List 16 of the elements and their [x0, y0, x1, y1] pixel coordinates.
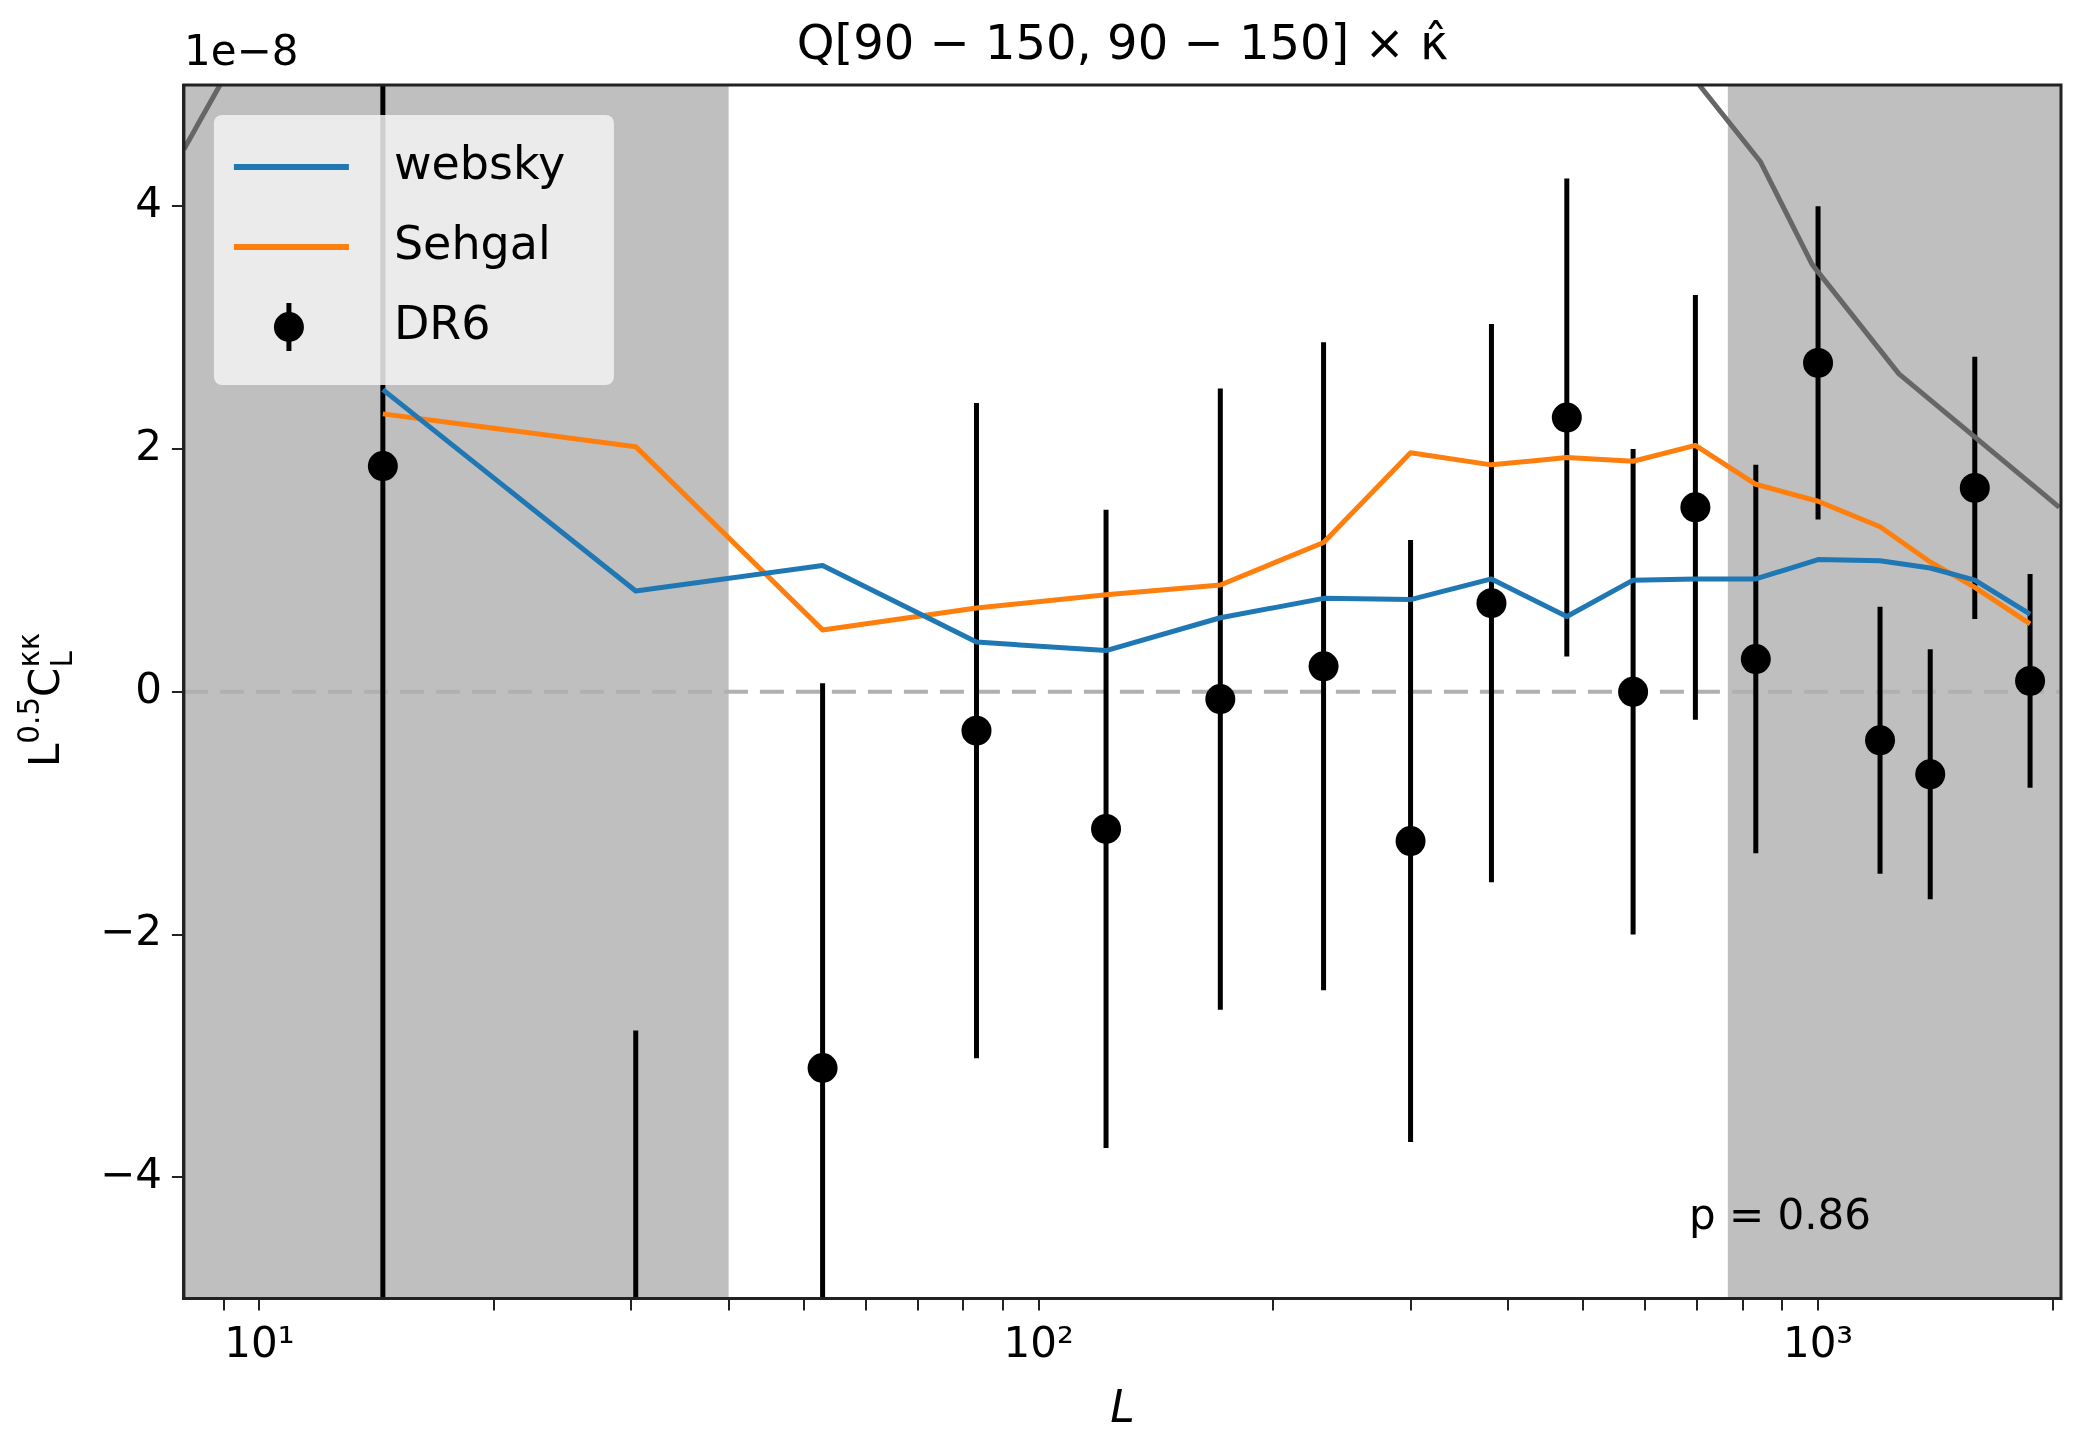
x-tick-label: 10¹ [224, 1317, 295, 1367]
text: 1e−8 [183, 25, 299, 75]
x-axis-title: L [1110, 1381, 1135, 1433]
y-tick-label: 2 [135, 420, 162, 470]
y-tick-label: −2 [99, 906, 162, 956]
x-tick-label: 10³ [1782, 1317, 1854, 1367]
y-tick-label: 0 [135, 663, 162, 713]
x-tick-label: 10² [1003, 1317, 1074, 1367]
legend-label: Sehgal [393, 215, 551, 270]
y-axis-title: L0.5CLκκ [11, 632, 80, 768]
legend-label: websky [393, 135, 566, 190]
legend-label: DR6 [393, 295, 491, 350]
annotation: p = 0.86 [1688, 1189, 1871, 1239]
y-tick-label: −4 [99, 1149, 162, 1199]
chart-title: Q[90 − 150, 90 − 150] × κ̂ [796, 14, 1449, 71]
y-tick-label: 4 [135, 178, 162, 228]
